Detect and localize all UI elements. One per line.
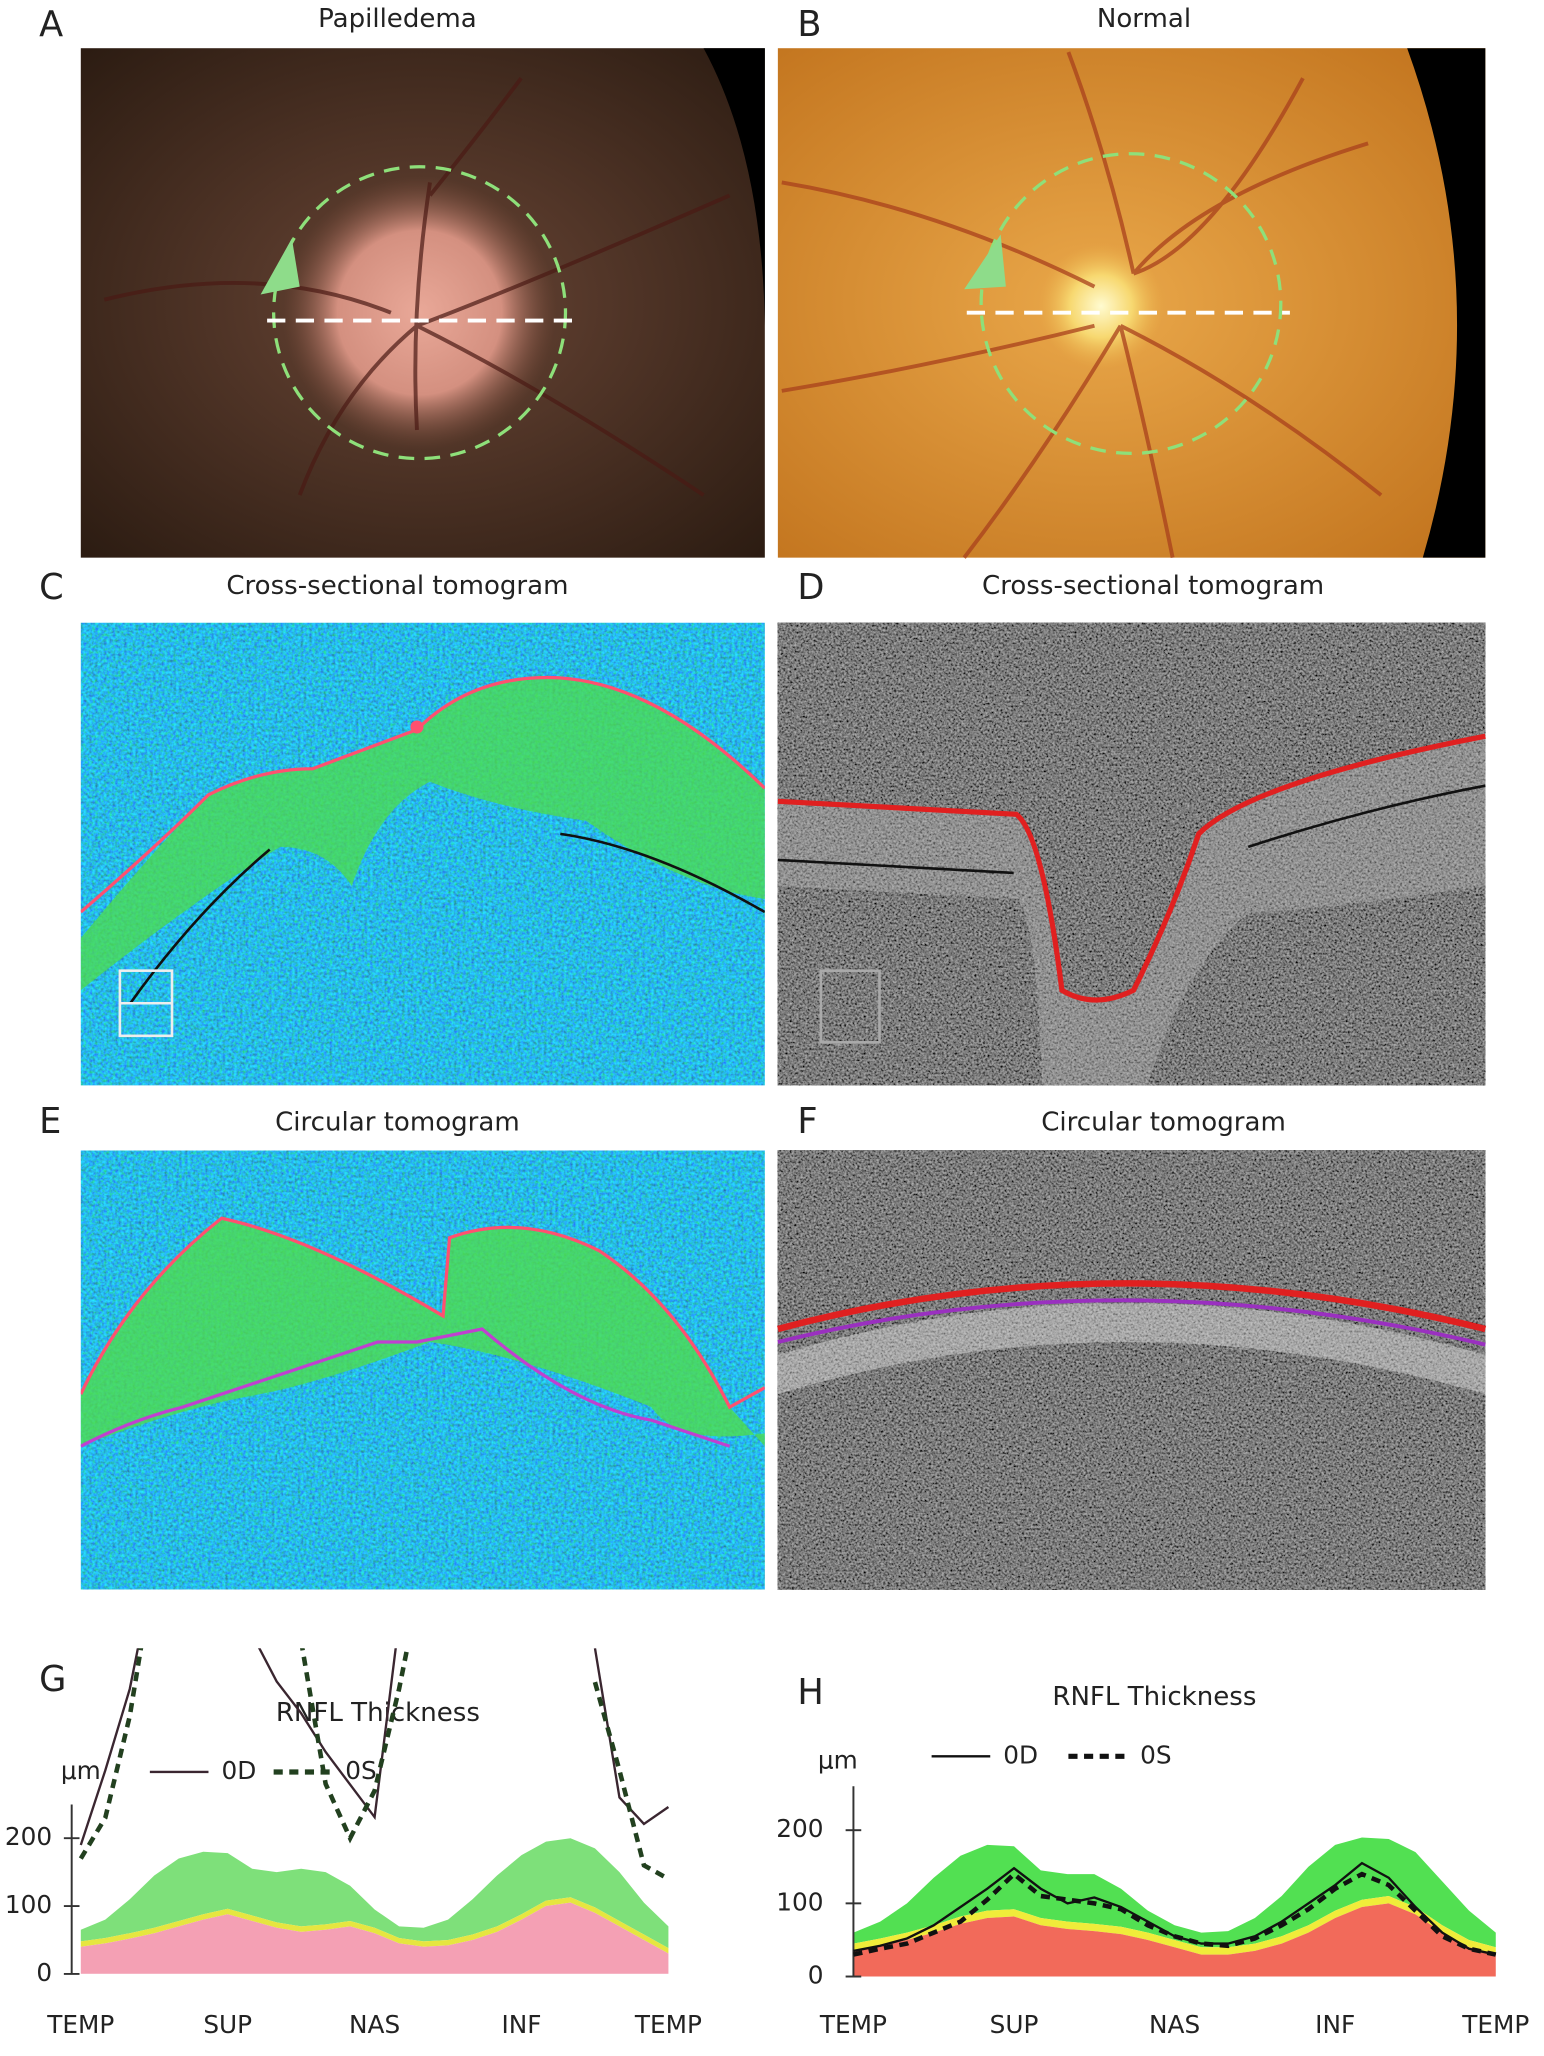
y-unit: μm xyxy=(818,1746,858,1775)
panel-label: F xyxy=(797,1101,817,1142)
x-tick-label: TEMP xyxy=(634,2010,702,2039)
x-tick-label: SUP xyxy=(203,2010,252,2039)
panel-title: Cross-sectional tomogram xyxy=(226,571,568,601)
oct-scan xyxy=(80,622,765,1086)
x-tick-label: SUP xyxy=(990,2010,1039,2039)
x-tick-label: INF xyxy=(1315,2010,1355,2039)
y-tick-label: 100 xyxy=(5,1890,52,1919)
x-tick-label: NAS xyxy=(1149,2010,1200,2039)
plot-area xyxy=(853,1837,1496,1977)
panel-title: Circular tomogram xyxy=(1041,1108,1286,1138)
x-tick-label: TEMP xyxy=(46,2010,114,2039)
normative-band xyxy=(80,1838,669,1949)
panel-title: Circular tomogram xyxy=(275,1108,520,1138)
y-tick-label: 0 xyxy=(808,1961,824,1990)
oct-scan xyxy=(80,1150,765,1590)
panel-label: C xyxy=(39,567,64,608)
fundus-photo xyxy=(777,48,1486,559)
chart-label: H xyxy=(797,1672,823,1713)
x-tick-label: TEMP xyxy=(1461,2010,1529,2039)
series-line xyxy=(78,1648,670,1881)
panel-title: Normal xyxy=(1097,4,1191,34)
panel-label: D xyxy=(797,567,824,608)
normative-band xyxy=(80,1897,669,1954)
x-tick-label: INF xyxy=(501,2010,541,2039)
panel-label: B xyxy=(797,4,821,45)
x-tick-label: NAS xyxy=(349,2010,400,2039)
chart-title: RNFL Thickness xyxy=(1052,1682,1256,1712)
fundus-photo xyxy=(80,48,765,558)
chart-title: RNFL Thickness xyxy=(276,1698,480,1728)
panel-title: Papilledema xyxy=(318,4,477,34)
normative-band xyxy=(853,1903,1496,1977)
chart-label: G xyxy=(39,1659,66,1700)
series-line xyxy=(852,1871,1497,1957)
y-tick-label: 0 xyxy=(36,1958,52,1987)
normative-band xyxy=(853,1896,1496,1955)
normative-band xyxy=(80,1902,669,1974)
oct-scan xyxy=(777,1150,1487,1590)
legend-label: 0S xyxy=(345,1756,376,1785)
panel-title: Cross-sectional tomogram xyxy=(982,571,1324,601)
legend-label: 0D xyxy=(222,1756,257,1785)
y-tick-label: 200 xyxy=(5,1822,52,1851)
legend-label: 0S xyxy=(1140,1740,1171,1769)
oct-scan xyxy=(777,622,1486,1086)
panel-label: E xyxy=(39,1101,61,1142)
x-tick-label: TEMP xyxy=(819,2010,887,2039)
normative-band xyxy=(853,1837,1496,1948)
panel-label: A xyxy=(39,4,63,45)
legend-label: 0D xyxy=(1003,1740,1038,1769)
y-unit: μm xyxy=(61,1756,101,1785)
plot-area xyxy=(78,1648,670,1974)
y-tick-label: 100 xyxy=(776,1887,823,1916)
y-tick-label: 200 xyxy=(776,1814,823,1843)
